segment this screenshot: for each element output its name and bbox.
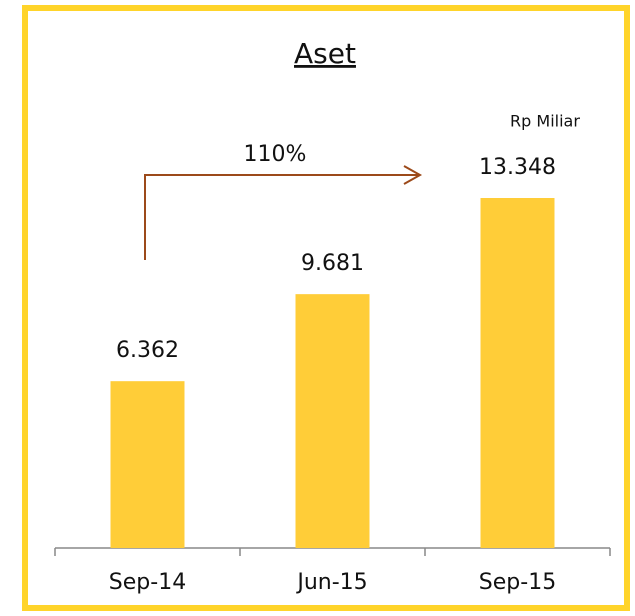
x-tick-label: Sep-14: [109, 570, 186, 595]
value-label: 13.348: [479, 155, 556, 180]
x-tick-label: Jun-15: [295, 570, 367, 595]
x-tick-label: Sep-15: [479, 570, 556, 595]
bar: [480, 198, 555, 548]
growth-annotation: 110%: [244, 142, 307, 167]
growth-arrow: [144, 165, 423, 260]
value-label: 9.681: [301, 251, 364, 276]
bar: [295, 294, 370, 548]
value-label: 6.362: [116, 338, 179, 363]
bar: [110, 381, 185, 548]
unit-label: Rp Miliar: [510, 112, 580, 131]
chart-title: Aset: [294, 37, 356, 70]
